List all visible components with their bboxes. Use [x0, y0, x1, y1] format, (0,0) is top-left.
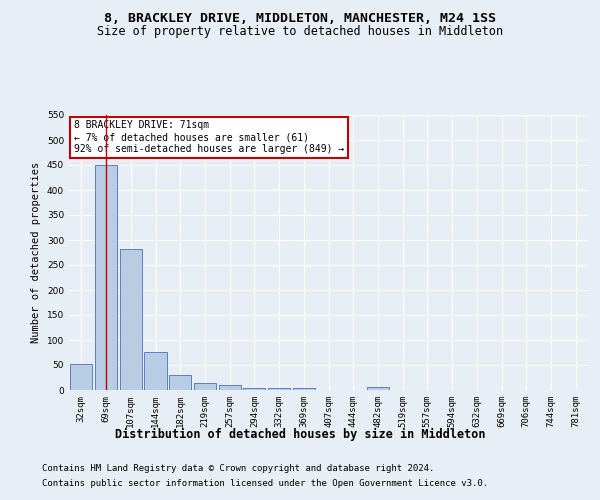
Bar: [145, 352, 167, 390]
Bar: [70, 364, 92, 390]
Bar: [95, 165, 117, 390]
Text: Size of property relative to detached houses in Middleton: Size of property relative to detached ho…: [97, 25, 503, 38]
Text: Contains public sector information licensed under the Open Government Licence v3: Contains public sector information licen…: [42, 479, 488, 488]
Y-axis label: Number of detached properties: Number of detached properties: [31, 162, 41, 343]
Text: 8, BRACKLEY DRIVE, MIDDLETON, MANCHESTER, M24 1SS: 8, BRACKLEY DRIVE, MIDDLETON, MANCHESTER…: [104, 12, 496, 26]
Bar: [293, 388, 315, 390]
Bar: [268, 388, 290, 390]
Text: Contains HM Land Registry data © Crown copyright and database right 2024.: Contains HM Land Registry data © Crown c…: [42, 464, 434, 473]
Text: 8 BRACKLEY DRIVE: 71sqm
← 7% of detached houses are smaller (61)
92% of semi-det: 8 BRACKLEY DRIVE: 71sqm ← 7% of detached…: [74, 120, 344, 154]
Text: Distribution of detached houses by size in Middleton: Distribution of detached houses by size …: [115, 428, 485, 440]
Bar: [243, 388, 265, 390]
Bar: [119, 248, 142, 390]
Bar: [367, 387, 389, 390]
Bar: [169, 374, 191, 390]
Bar: [194, 382, 216, 390]
Bar: [218, 385, 241, 390]
